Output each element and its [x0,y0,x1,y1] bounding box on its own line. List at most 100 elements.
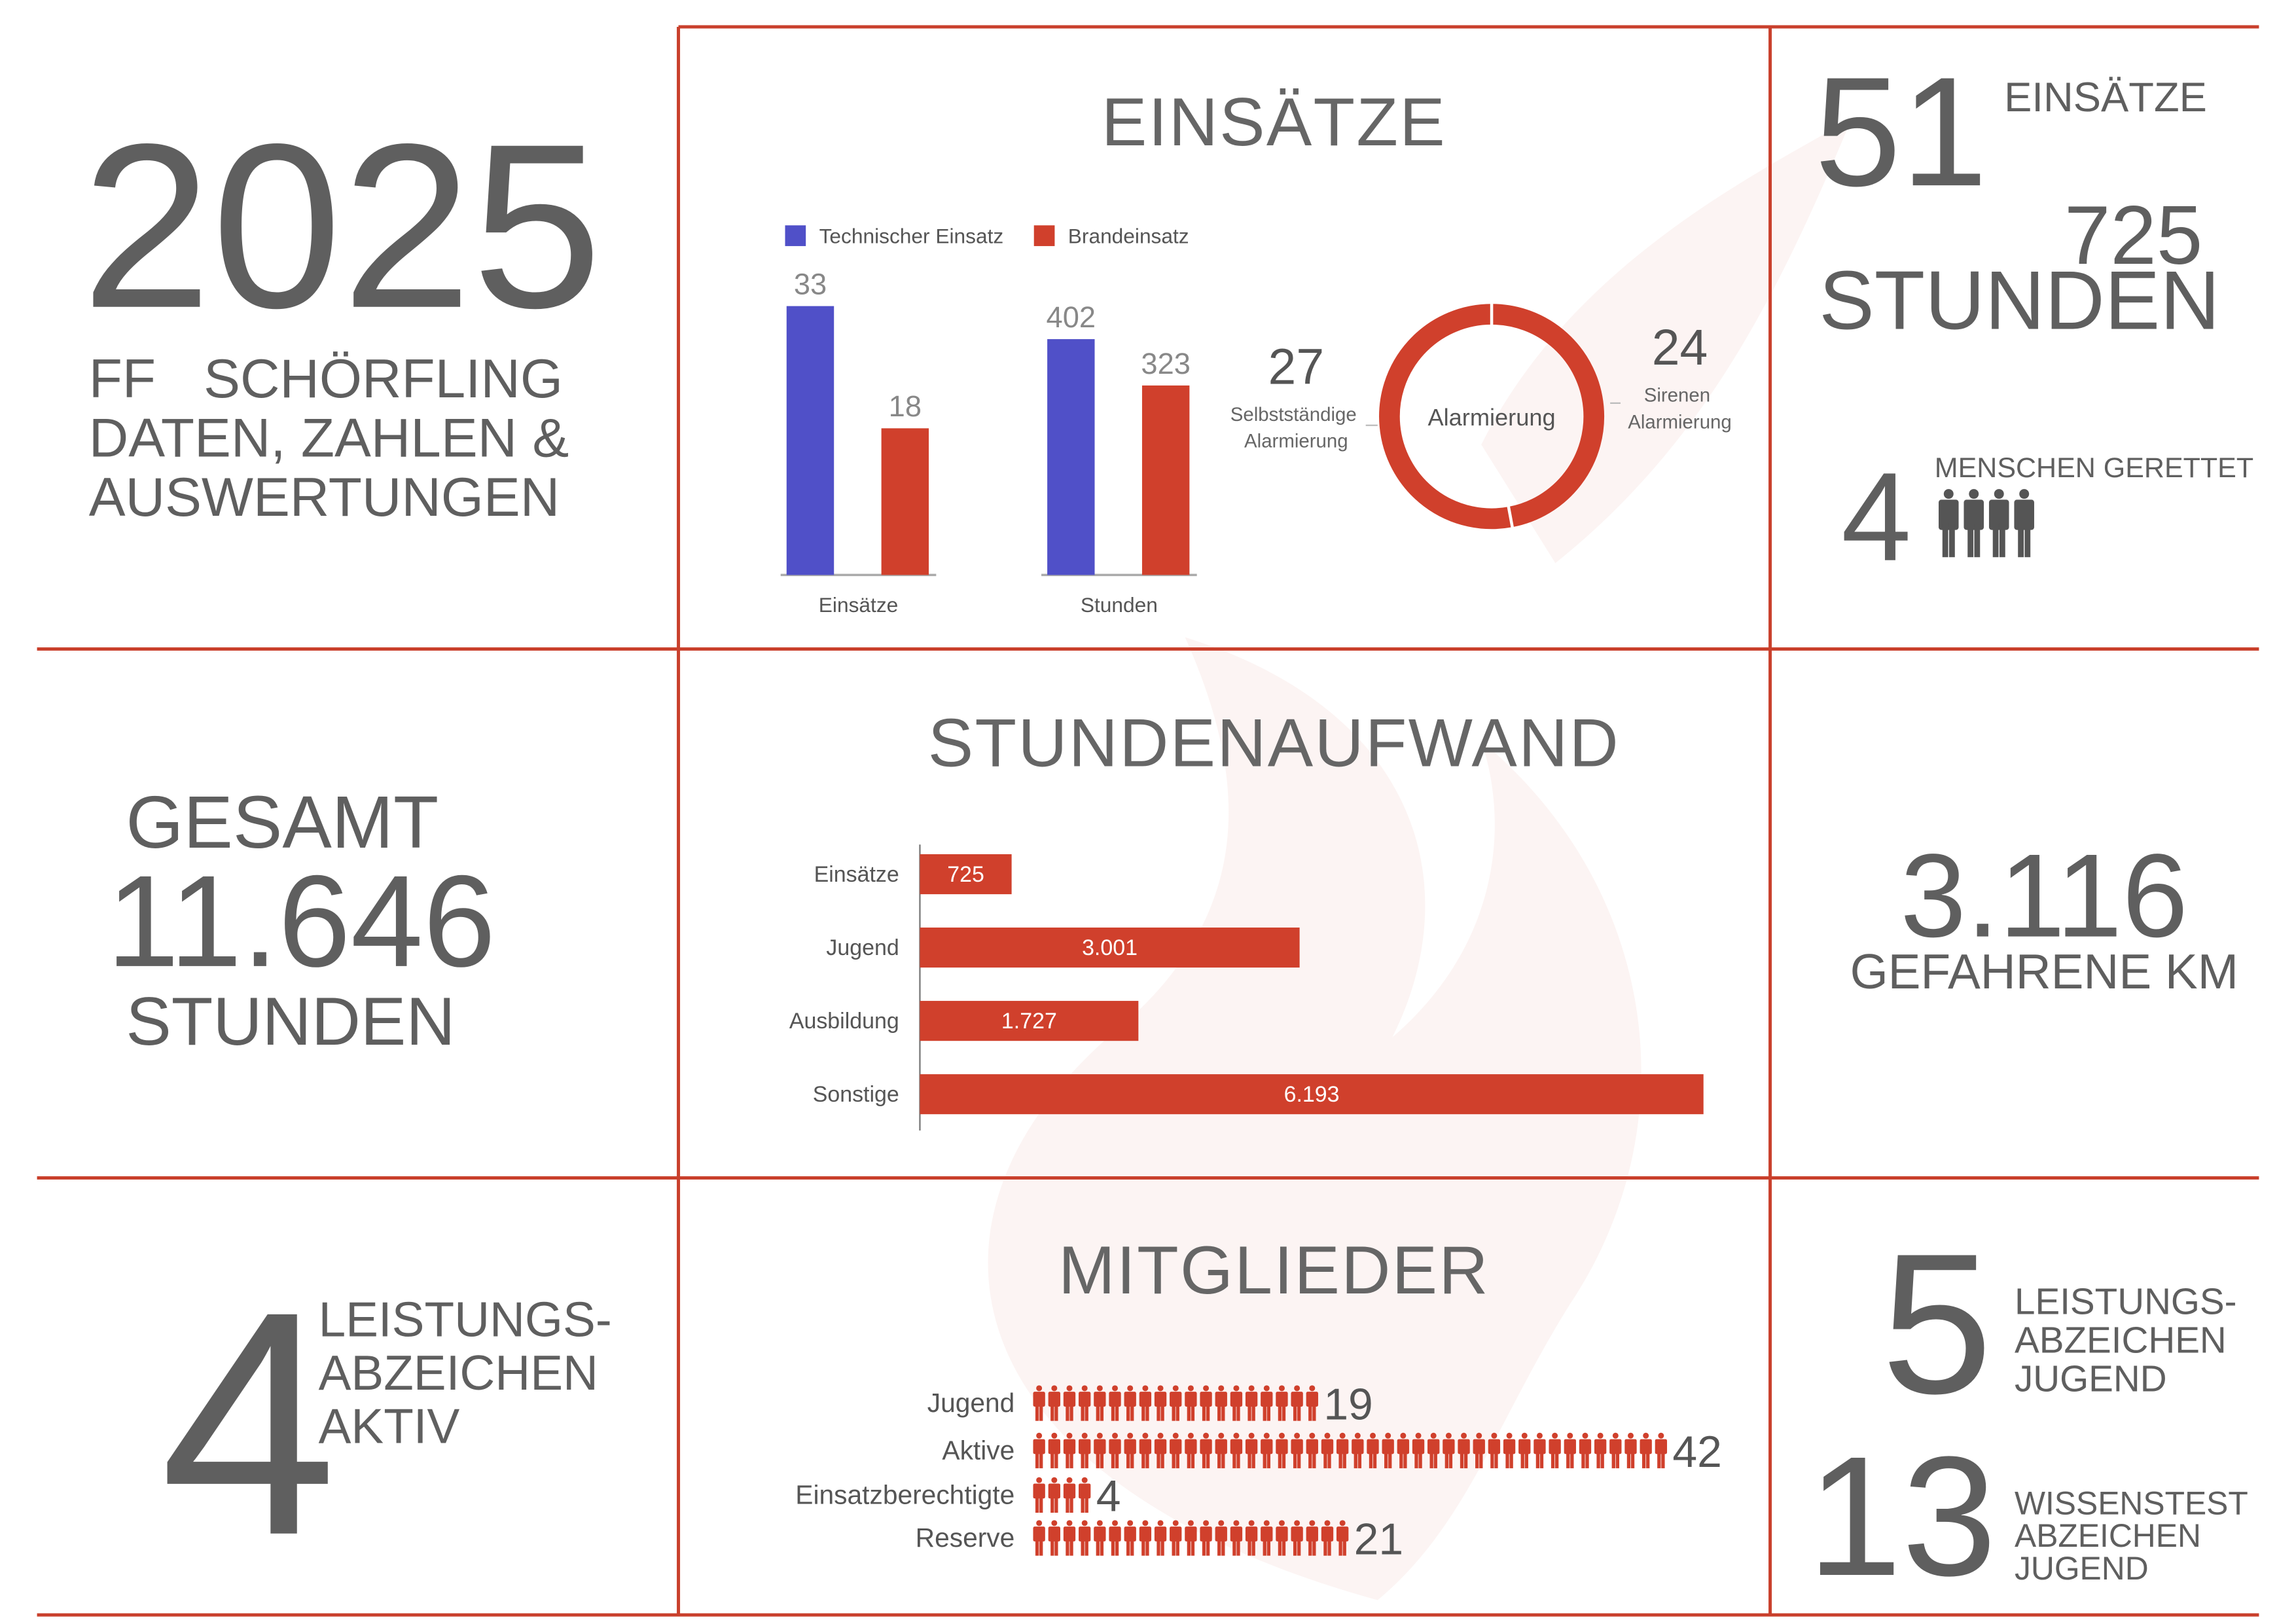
person-body [1964,499,1984,530]
person-leg [1141,1403,1145,1421]
total-value: 11.646 [107,849,495,994]
person-head [1521,1432,1528,1439]
person-body [1109,1526,1121,1542]
person-icon [1185,1432,1197,1469]
person-icon [1170,1385,1182,1421]
person-head [1294,1520,1300,1526]
person-leg [2018,523,2024,558]
total-unit: STUNDEN [126,984,455,1060]
person-body [1230,1392,1243,1407]
donut-title: Alarmierung [1427,404,1555,431]
missions-value: 51 [1814,45,1987,219]
person-icon [1488,1432,1501,1469]
person-leg [1475,1450,1479,1469]
row-label: Einsatzberechtigte [795,1479,1014,1509]
person-leg [1399,1450,1403,1469]
person-leg [1217,1538,1221,1556]
person-body [1518,1439,1531,1454]
person-leg [1327,1538,1331,1556]
person-leg [1596,1450,1600,1469]
person-leg [1282,1450,1286,1469]
person-head [1567,1432,1573,1439]
person-body [1261,1526,1273,1542]
person-head [1552,1432,1558,1439]
person-head [1187,1385,1194,1392]
person-head [1157,1520,1164,1526]
person-head [1385,1432,1391,1439]
person-leg [1172,1450,1175,1469]
person-leg [1263,1403,1266,1421]
row-label: Reserve [916,1523,1015,1553]
person-icon [1321,1520,1334,1556]
person-head [1233,1520,1240,1526]
person-head [1445,1432,1452,1439]
person-body [1124,1526,1136,1542]
person-head [1263,1385,1270,1392]
person-head [1536,1432,1543,1439]
person-body [1306,1526,1318,1542]
person-leg [1221,1450,1225,1469]
person-body [1230,1439,1243,1454]
knowledge-badge-line: ABZEICHEN [2015,1517,2201,1554]
person-icon [1291,1432,1303,1469]
person-body [1139,1439,1152,1454]
person-head [1157,1385,1164,1392]
person-leg [1081,1494,1085,1513]
person-leg [1100,1450,1104,1469]
person-leg [1035,1450,1039,1469]
person-body [1215,1526,1227,1542]
donut-value: 27 [1268,338,1325,395]
person-body [1624,1439,1637,1454]
person-icon [1443,1432,1455,1469]
person-leg [1585,1450,1589,1469]
person-icon [1079,1385,1091,1421]
person-leg [1278,1403,1282,1421]
person-leg [1130,1403,1134,1421]
person-leg [1297,1538,1301,1556]
person-body [1336,1439,1349,1454]
person-head [1081,1477,1088,1483]
person-icon [1245,1432,1258,1469]
person-leg [1600,1450,1604,1469]
person-leg [1323,1450,1327,1469]
person-body [1139,1526,1152,1542]
rescued-icon [1938,489,1959,558]
person-icon [1503,1432,1516,1469]
person-head [1051,1432,1058,1439]
person-leg [1096,1403,1100,1421]
person-leg [1172,1403,1175,1421]
person-icon [1473,1432,1485,1469]
person-leg [1050,1538,1054,1556]
person-head [1096,1385,1103,1392]
person-icon [1518,1432,1531,1469]
segment-separator [1507,505,1515,529]
person-leg [1054,1403,1058,1421]
chart-title: STUNDENAUFWAND [928,705,1620,781]
person-leg [1187,1450,1191,1469]
person-leg [1263,1538,1266,1556]
total-label: GESAMT [126,781,439,863]
person-leg [1539,1450,1544,1469]
chart-title: MITGLIEDER [1058,1233,1490,1308]
hours-label: STUNDEN [1819,254,2220,347]
person-head [1203,1432,1210,1439]
legend-swatch [785,225,806,246]
person-leg [1312,1403,1316,1421]
person-leg [1308,1538,1312,1556]
icon-row [1033,1432,1668,1469]
person-icon [1063,1432,1076,1469]
person-icon [1154,1432,1167,1469]
legend-label: Brandeinsatz [1068,224,1189,247]
row-label: Jugend [927,1388,1015,1418]
person-leg [1630,1450,1635,1469]
donut-value: 24 [1652,319,1708,376]
person-leg [1039,1403,1043,1421]
person-leg [1187,1538,1191,1556]
person-leg [1354,1450,1357,1469]
person-body [1215,1439,1227,1454]
person-body [1427,1439,1440,1454]
person-leg [1308,1403,1312,1421]
person-icon [1139,1385,1152,1421]
person-leg [1191,1403,1195,1421]
intro-line: AUSWERTUNGEN [89,466,560,528]
